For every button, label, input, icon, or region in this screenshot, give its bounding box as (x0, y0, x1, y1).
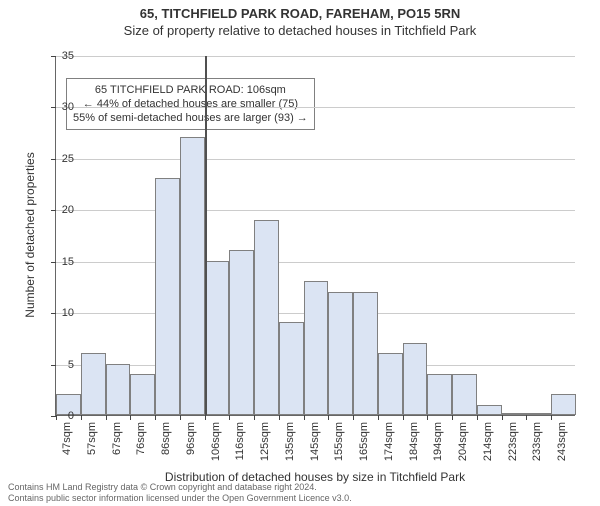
annotation-line3: 55% of semi-detached houses are larger (… (73, 111, 308, 125)
x-tick-label: 204sqm (457, 422, 469, 472)
histogram-bar (502, 413, 527, 415)
annotation-box: 65 TITCHFIELD PARK ROAD: 106sqm ← 44% of… (66, 78, 315, 131)
histogram-bar (279, 322, 304, 415)
y-tick-label: 30 (49, 101, 74, 113)
histogram-bar (130, 374, 155, 415)
y-axis-label: Number of detached properties (23, 135, 37, 335)
x-tick-label: 165sqm (358, 422, 370, 472)
x-tick-mark (378, 415, 379, 420)
histogram-bar (180, 137, 205, 415)
chart-title-address: 65, TITCHFIELD PARK ROAD, FAREHAM, PO15 … (0, 6, 600, 21)
histogram-bar (353, 292, 378, 415)
histogram-bar (526, 413, 551, 415)
histogram-bar (378, 353, 403, 415)
histogram-bar (551, 394, 576, 415)
histogram-bar (477, 405, 502, 415)
x-tick-mark (328, 415, 329, 420)
y-tick-label: 35 (49, 50, 74, 62)
x-tick-mark (180, 415, 181, 420)
x-tick-mark (477, 415, 478, 420)
x-tick-mark (304, 415, 305, 420)
histogram-bar (81, 353, 106, 415)
property-marker-line (205, 56, 207, 415)
x-tick-label: 86sqm (160, 422, 172, 472)
x-tick-mark (106, 415, 107, 420)
histogram-bar (254, 220, 279, 415)
x-tick-mark (254, 415, 255, 420)
footer-line1: Contains HM Land Registry data © Crown c… (8, 482, 352, 493)
x-tick-label: 184sqm (408, 422, 420, 472)
x-tick-label: 106sqm (210, 422, 222, 472)
gridline (56, 262, 575, 263)
footer-attribution: Contains HM Land Registry data © Crown c… (8, 482, 352, 504)
x-tick-mark (403, 415, 404, 420)
x-tick-mark (81, 415, 82, 420)
x-tick-mark (526, 415, 527, 420)
chart-subtitle: Size of property relative to detached ho… (0, 23, 600, 38)
histogram-bar (205, 261, 230, 415)
x-tick-label: 174sqm (383, 422, 395, 472)
x-tick-label: 116sqm (234, 422, 246, 472)
histogram-bar (155, 178, 180, 415)
histogram-bar (304, 281, 329, 415)
histogram-bar (229, 250, 254, 415)
histogram-bar (106, 364, 131, 415)
x-tick-label: 135sqm (284, 422, 296, 472)
x-tick-label: 145sqm (309, 422, 321, 472)
y-tick-label: 20 (49, 204, 74, 216)
x-tick-label: 243sqm (556, 422, 568, 472)
x-tick-label: 57sqm (86, 422, 98, 472)
x-tick-label: 96sqm (185, 422, 197, 472)
x-tick-label: 47sqm (61, 422, 73, 472)
x-tick-mark (452, 415, 453, 420)
x-tick-label: 155sqm (333, 422, 345, 472)
x-tick-label: 194sqm (432, 422, 444, 472)
x-tick-label: 233sqm (531, 422, 543, 472)
x-tick-mark (427, 415, 428, 420)
y-tick-label: 10 (49, 307, 74, 319)
x-tick-label: 67sqm (111, 422, 123, 472)
x-tick-label: 214sqm (482, 422, 494, 472)
x-tick-mark (155, 415, 156, 420)
y-tick-label: 5 (49, 359, 74, 371)
histogram-bar (452, 374, 477, 415)
y-tick-label: 0 (49, 410, 74, 422)
x-tick-mark (353, 415, 354, 420)
x-tick-mark (502, 415, 503, 420)
annotation-line2: ← 44% of detached houses are smaller (75… (73, 97, 308, 111)
x-tick-mark (229, 415, 230, 420)
gridline (56, 107, 575, 108)
histogram-bar (427, 374, 452, 415)
x-tick-mark (205, 415, 206, 420)
x-tick-mark (279, 415, 280, 420)
gridline (56, 56, 575, 57)
annotation-line1: 65 TITCHFIELD PARK ROAD: 106sqm (73, 83, 308, 97)
chart-container: 65, TITCHFIELD PARK ROAD, FAREHAM, PO15 … (0, 6, 600, 506)
gridline (56, 210, 575, 211)
x-tick-label: 223sqm (507, 422, 519, 472)
y-tick-label: 15 (49, 256, 74, 268)
footer-line2: Contains public sector information licen… (8, 493, 352, 504)
plot-area: 65 TITCHFIELD PARK ROAD: 106sqm ← 44% of… (55, 56, 575, 416)
histogram-bar (328, 292, 353, 415)
y-tick-label: 25 (49, 153, 74, 165)
gridline (56, 159, 575, 160)
x-tick-mark (130, 415, 131, 420)
histogram-bar (403, 343, 428, 415)
x-tick-label: 125sqm (259, 422, 271, 472)
x-tick-mark (551, 415, 552, 420)
x-tick-label: 76sqm (135, 422, 147, 472)
